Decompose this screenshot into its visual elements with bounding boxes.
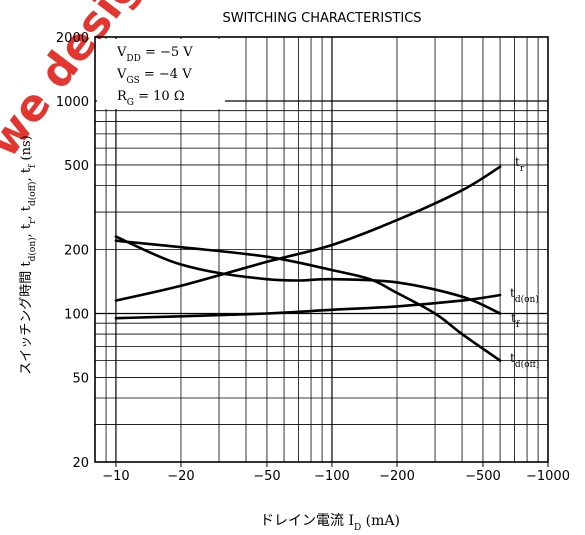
plot-frame (94, 36, 549, 463)
series-line-tdoff (114, 239, 502, 362)
x-tick-label: −1000 (526, 469, 570, 484)
x-tick-label: −50 (253, 469, 280, 484)
test-conditions: VDD = −5 V VGS = −4 V RG = 10 Ω (97, 39, 225, 109)
x-axis-label: ドレイン電流 ID (mA) (260, 513, 400, 533)
x-tick-label: −20 (167, 469, 194, 484)
y-tick-label: 500 (64, 159, 89, 174)
axes (94, 36, 549, 463)
y-tick-label: 1000 (56, 95, 89, 110)
condition-line: RG = 10 Ω (117, 89, 185, 108)
y-axis-label: スイッチング時間 td(on), tr, td(off), tf (ns) (19, 135, 38, 374)
y-tick-label: 100 (64, 307, 89, 322)
series-lines (114, 165, 502, 362)
x-tick-label: −500 (465, 469, 501, 484)
condition-line: VDD = −5 V (116, 45, 193, 64)
series-label: tr (515, 155, 525, 174)
series-line-tdon (114, 293, 502, 320)
condition-line: VGS = −4 V (116, 67, 192, 86)
x-tick-label: −200 (379, 469, 415, 484)
y-tick-label: 50 (72, 371, 89, 386)
series-label: td(on) (510, 286, 539, 305)
series-line-tr (114, 165, 502, 302)
series-label: td(off) (510, 351, 539, 370)
series-label: tf (511, 311, 520, 330)
y-tick-label: 20 (72, 456, 89, 471)
x-tick-label: −10 (102, 469, 129, 484)
series-labels: tr td(on) tf td(off) (510, 155, 539, 370)
chart-title: SWITCHING CHARACTERISTICS (222, 11, 421, 26)
x-tick-labels: −10 −20 −50 −100 −200 −500 −1000 (102, 462, 570, 484)
x-tick-label: −100 (314, 469, 350, 484)
y-tick-label: 200 (64, 244, 89, 259)
y-tick-labels: 20 50 100 200 500 1000 2000 (56, 31, 89, 471)
y-tick-label: 2000 (56, 31, 89, 46)
conditions-box (97, 39, 225, 109)
series-line-tf (114, 235, 502, 315)
